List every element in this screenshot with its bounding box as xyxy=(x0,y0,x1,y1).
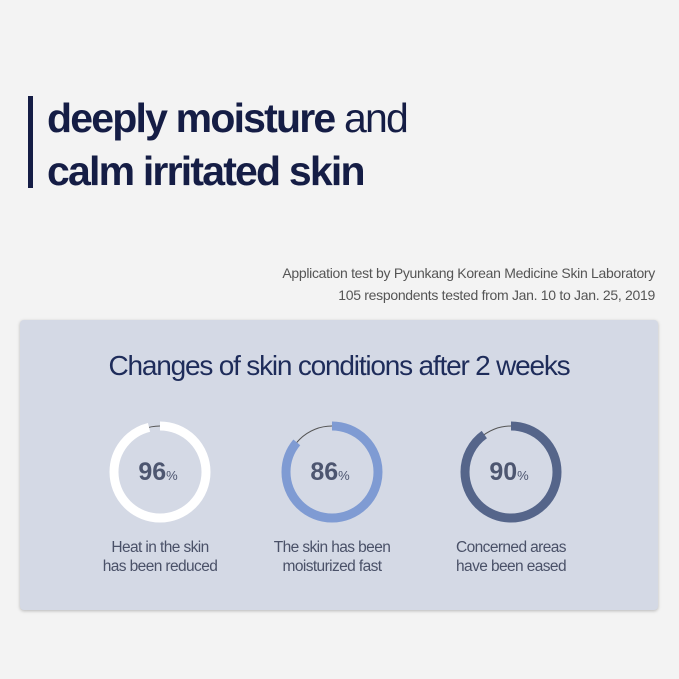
source-note: Application test by Pyunkang Korean Medi… xyxy=(282,262,655,306)
results-panel: Changes of skin conditions after 2 weeks… xyxy=(20,320,658,610)
stat-value: 86% xyxy=(310,458,350,486)
ring-fill xyxy=(109,421,211,523)
source-line-2: 105 respondents tested from Jan. 10 to J… xyxy=(338,287,655,303)
stat-item: 86% The skin has been moisturized fast xyxy=(247,420,417,576)
panel-title: Changes of skin conditions after 2 weeks xyxy=(108,350,571,381)
donut-ring: 90% xyxy=(460,421,562,523)
stat-value: 90% xyxy=(489,458,529,486)
stat-caption: Concerned areas have been eased xyxy=(456,539,567,575)
stat-item: 90% Concerned areas have been eased xyxy=(426,420,596,576)
accent-bar xyxy=(28,96,33,188)
headline-line1: deeply moisture and xyxy=(47,95,409,141)
donut-ring: 86% xyxy=(281,421,383,523)
ring-fill xyxy=(281,421,383,523)
ring-fill xyxy=(460,421,562,523)
stat-item: 96% Heat in the skin has been reduced xyxy=(75,420,245,576)
donut-ring: 96% xyxy=(109,421,211,523)
source-line-1: Application test by Pyunkang Korean Medi… xyxy=(282,265,655,281)
stat-caption: Heat in the skin has been reduced xyxy=(102,539,218,575)
stat-value: 96% xyxy=(138,458,178,486)
stat-caption: The skin has been moisturized fast xyxy=(273,539,391,575)
headline-line2: calm irritated skin xyxy=(47,148,366,194)
